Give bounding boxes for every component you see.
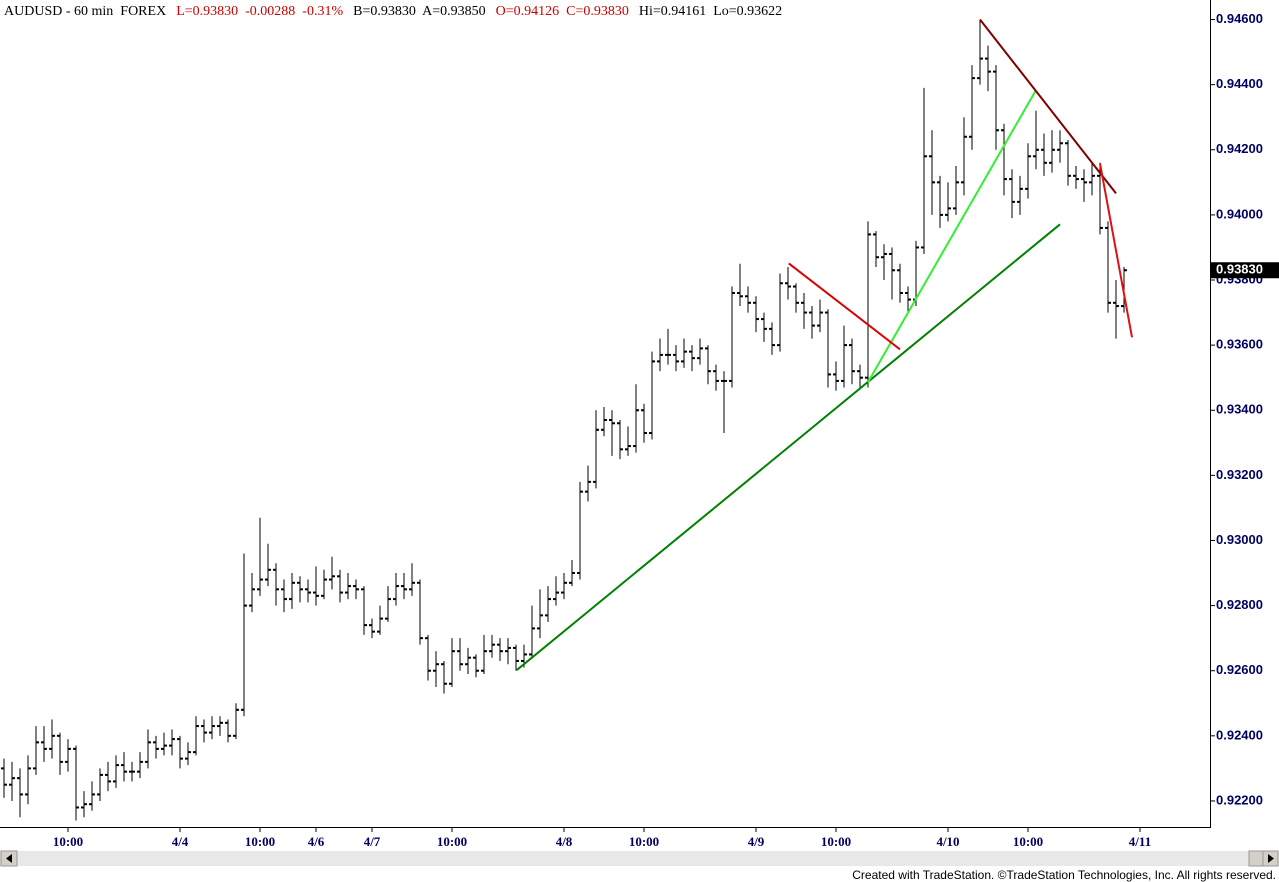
y-tick-label: 0.92400 xyxy=(1216,727,1263,742)
header: AUDUSD - 60 min FOREX L=0.93830 -0.00288 … xyxy=(4,4,782,19)
x-tick-label: 10:00 xyxy=(629,834,659,849)
y-tick-label: 0.92200 xyxy=(1216,792,1263,807)
scroll-left-arrow xyxy=(6,854,12,863)
header-item: B=0.93830 A=0.93850 xyxy=(353,4,485,19)
trendline xyxy=(1099,163,1133,338)
x-tick-label: 10:00 xyxy=(821,834,851,849)
trendline xyxy=(516,223,1061,671)
x-tick-label: 4/8 xyxy=(556,834,573,849)
x-tick-label: 4/9 xyxy=(748,834,765,849)
x-tick-label: 10:00 xyxy=(53,834,83,849)
y-tick-label: 0.94000 xyxy=(1216,206,1263,221)
x-tick-label: 10:00 xyxy=(245,834,275,849)
x-tick-label: 4/11 xyxy=(1129,834,1151,849)
last-price-box xyxy=(1211,262,1279,279)
x-tick-label: 10:00 xyxy=(437,834,467,849)
x-tick-label: 10:00 xyxy=(1013,834,1043,849)
header-item: L=0.93830 -0.00288 -0.31% xyxy=(176,4,343,19)
x-tick-label: 4/7 xyxy=(364,834,381,849)
y-tick-label: 0.94400 xyxy=(1216,76,1263,91)
x-tick-label: 4/10 xyxy=(936,834,959,849)
scroll-track[interactable] xyxy=(0,851,1279,866)
scrollbar[interactable] xyxy=(0,850,1279,867)
y-tick-label: 0.94600 xyxy=(1216,11,1263,26)
header-item: Hi=0.94161 Lo=0.93622 xyxy=(639,4,782,19)
y-tick-label: 0.94200 xyxy=(1216,141,1263,156)
y-tick-label: 0.93600 xyxy=(1216,337,1263,352)
scroll-thumb[interactable] xyxy=(1248,850,1264,867)
y-tick-label: 0.93200 xyxy=(1216,467,1263,482)
header-item: O=0.94126 C=0.93830 xyxy=(496,4,629,19)
footer: Created with TradeStation. ©TradeStation… xyxy=(852,868,1276,882)
y-tick-label: 0.92800 xyxy=(1216,597,1263,612)
trendline xyxy=(867,90,1037,383)
y-tick-label: 0.92600 xyxy=(1216,662,1263,677)
x-tick-label: 4/6 xyxy=(308,834,325,849)
header-item: AUDUSD - 60 min FOREX xyxy=(4,4,166,19)
trendline xyxy=(979,18,1117,195)
y-tick-label: 0.93000 xyxy=(1216,532,1263,547)
x-tick-label: 4/4 xyxy=(172,834,189,849)
scroll-right-arrow xyxy=(1268,854,1274,863)
last-price-label: 0.93830 xyxy=(1216,262,1263,277)
trendline xyxy=(788,262,901,351)
y-tick-label: 0.93400 xyxy=(1216,402,1263,417)
